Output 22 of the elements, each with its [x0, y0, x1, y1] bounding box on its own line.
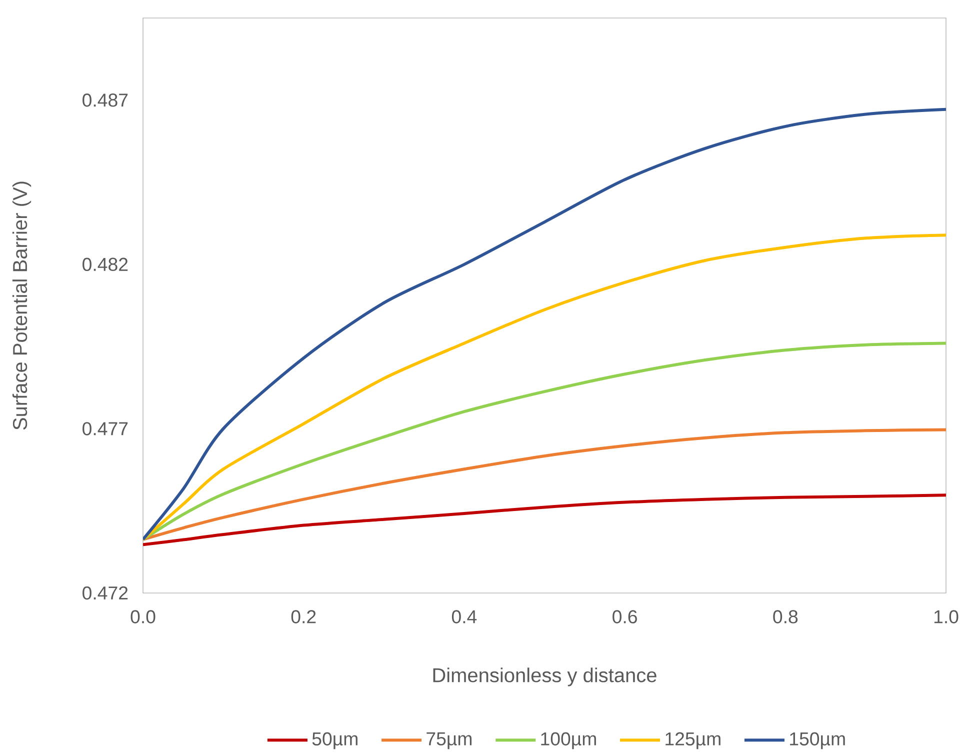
x-tick-label: 0.4 — [452, 610, 477, 624]
x-tick-label: 0.0 — [130, 610, 156, 624]
line-series — [143, 108, 946, 541]
x-tick-label: 0.2 — [291, 610, 316, 624]
x-tick-label: 0.8 — [773, 610, 798, 624]
x-axis-title: Dimensionless y distance — [433, 668, 656, 686]
y-tick-label: 0.487 — [82, 94, 128, 107]
y-axis-title: Surface Potential Barrier (V) — [12, 182, 32, 430]
line-series — [143, 494, 946, 546]
legend-label: 100µm — [541, 732, 596, 750]
x-tick-label: 1.0 — [934, 610, 958, 624]
x-tick-label: 0.6 — [612, 610, 637, 624]
line-series — [143, 428, 946, 541]
line-series — [143, 234, 946, 541]
y-tick-label: 0.477 — [82, 422, 128, 436]
legend-label: 50µm — [312, 732, 358, 750]
legend-label: 75µm — [426, 732, 472, 750]
line-series — [143, 342, 946, 541]
legend-label: 125µm — [666, 732, 720, 750]
legend-label: 150µm — [790, 732, 845, 750]
y-tick-label: 0.472 — [82, 586, 128, 600]
y-tick-label: 0.482 — [82, 258, 128, 272]
